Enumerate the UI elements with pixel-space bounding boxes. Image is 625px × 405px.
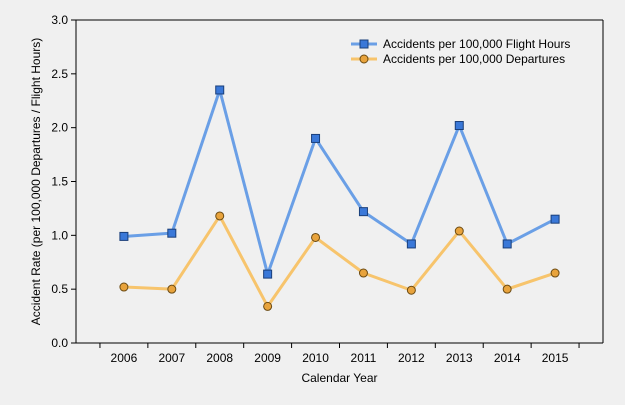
x-tick-label: 2010 <box>302 351 329 365</box>
x-tick-label: 2011 <box>351 351 377 365</box>
x-tick-label: 2007 <box>158 351 185 365</box>
data-point-square <box>119 231 129 241</box>
legend: Accidents per 100,000 Flight HoursAccide… <box>351 37 570 66</box>
data-point-square <box>358 207 368 217</box>
axes <box>75 19 604 344</box>
y-tick-label: 1.0 <box>51 228 68 242</box>
data-point-circle <box>311 232 321 242</box>
series-layer <box>119 85 560 311</box>
legend-marker-circle <box>359 54 369 64</box>
data-point-circle <box>406 285 416 295</box>
series-line <box>123 88 556 276</box>
data-point-square <box>502 239 512 249</box>
data-point-circle <box>550 268 560 278</box>
x-tick-label: 2015 <box>542 351 569 365</box>
y-tick-label: 2.5 <box>51 67 68 81</box>
x-axis-label: Calendar Year <box>301 371 377 385</box>
x-tick-label: 2013 <box>446 351 473 365</box>
data-point-square <box>454 121 464 131</box>
series-1 <box>119 85 560 279</box>
x-tick-label: 2008 <box>206 351 233 365</box>
data-point-circle <box>263 301 273 311</box>
y-tick-label: 0.0 <box>51 336 68 350</box>
x-tick-label: 2014 <box>494 351 521 365</box>
data-point-square <box>311 133 321 143</box>
y-axis-ticks: 0.0 0.5 1.0 1.5 2.0 2.5 3.0 <box>51 13 76 350</box>
y-tick-label: 0.5 <box>51 282 68 296</box>
y-tick-label: 1.5 <box>51 175 68 189</box>
y-tick-label: 2.0 <box>51 121 68 135</box>
x-tick-label: 2006 <box>111 351 138 365</box>
data-point-circle <box>215 211 225 221</box>
x-axis-ticks: 2006 2007 2008 2009 2010 2011 2012 2013 2014 2015 <box>99 343 580 365</box>
data-point-circle <box>358 268 368 278</box>
data-point-square <box>215 85 225 95</box>
data-point-circle <box>167 284 177 294</box>
y-axis-label: Accident Rate (per 100,000 Departures / … <box>29 38 43 325</box>
legend-label: Accidents per 100,000 Departures <box>383 52 565 66</box>
x-tick-label: 2009 <box>254 351 281 365</box>
data-point-square <box>406 239 416 249</box>
data-point-square <box>550 214 560 224</box>
series-line <box>123 214 556 308</box>
data-point-square <box>263 269 273 279</box>
legend-label: Accidents per 100,000 Flight Hours <box>383 37 570 51</box>
data-point-circle <box>119 282 129 292</box>
legend-item: Accidents per 100,000 Departures <box>351 52 565 66</box>
legend-marker-square <box>359 39 369 49</box>
x-tick-label: 2012 <box>398 351 425 365</box>
series-2 <box>119 211 560 311</box>
y-tick-label: 3.0 <box>51 13 68 27</box>
legend-item: Accidents per 100,000 Flight Hours <box>351 37 570 51</box>
data-point-square <box>167 228 177 238</box>
data-point-circle <box>502 284 512 294</box>
data-point-circle <box>454 226 464 236</box>
